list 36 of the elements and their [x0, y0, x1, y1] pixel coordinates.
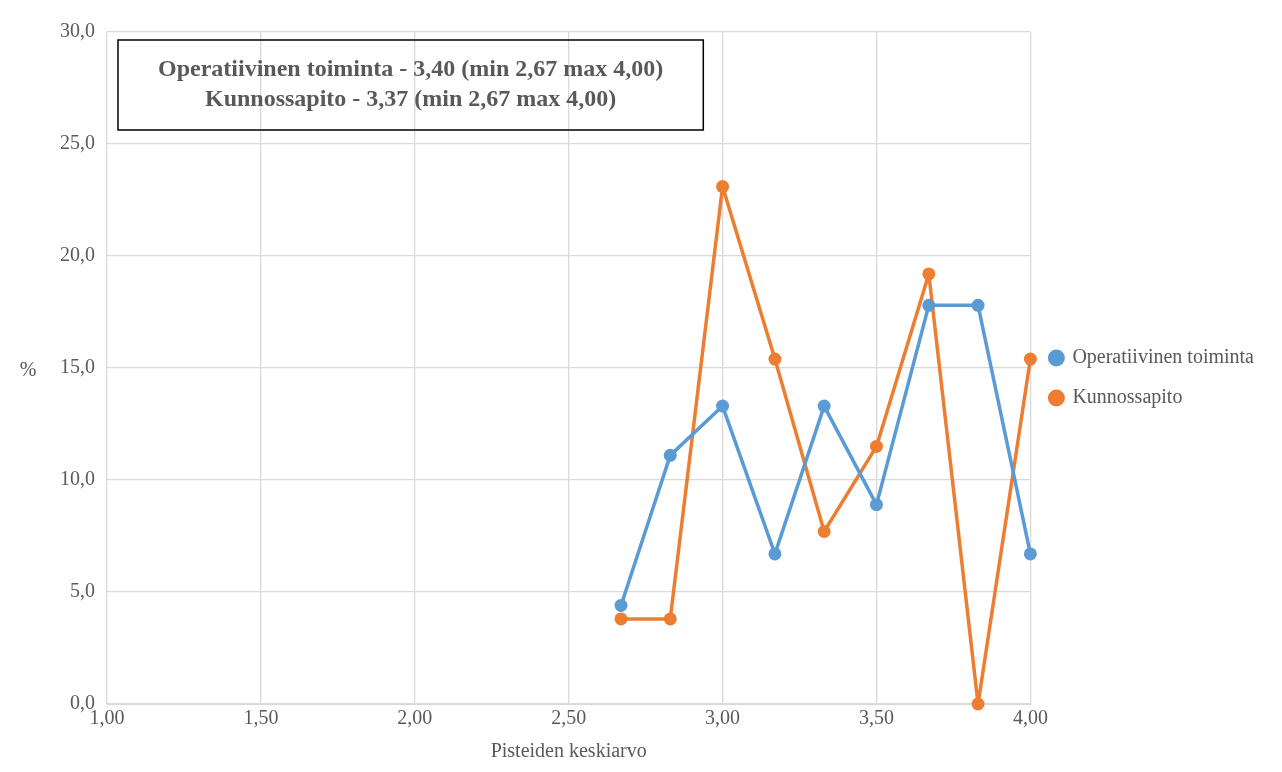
y-tick-label: 25,0: [60, 131, 95, 154]
annotation: Operatiivinen toiminta - 3,40 (min 2,67 max 4,00): [157, 55, 664, 82]
legend-label: Kunnossapito: [1072, 385, 1183, 409]
x-tick-label: 3,00: [705, 706, 741, 729]
x-tick-label: 2,50: [551, 706, 587, 729]
point: [1023, 352, 1037, 366]
point: [663, 448, 677, 462]
point: [614, 598, 628, 612]
x-tick-label: 2,00: [397, 706, 433, 729]
x-tick-label: 1,50: [243, 706, 279, 729]
y-tick-label: 15,0: [60, 355, 95, 378]
point: [614, 612, 628, 626]
point: [817, 399, 831, 413]
y-axis-title: %: [19, 358, 37, 381]
y-tick-label: 20,0: [60, 243, 95, 266]
point: [663, 612, 677, 626]
point: [971, 298, 985, 312]
legend-label: Operatiivinen toiminta: [1072, 345, 1255, 369]
y-tick-label: 10,0: [60, 467, 95, 490]
y-tick-label: 5,0: [70, 579, 95, 602]
point: [716, 399, 730, 413]
point: [869, 439, 883, 453]
point: [922, 267, 936, 281]
point: [971, 697, 985, 711]
point: [1023, 547, 1037, 561]
point: [768, 352, 782, 366]
point: [922, 298, 936, 312]
point: [768, 547, 782, 561]
point: [716, 180, 730, 194]
x-tick-label: 3,50: [858, 706, 894, 729]
y-tick-label: 30,0: [60, 19, 95, 42]
x-tick-label: 4,00: [1012, 706, 1048, 729]
annotation: Kunnossapito - 3,37 (min 2,67 max 4,00): [204, 85, 617, 112]
x-axis-title: Pisteiden keskiarvo: [490, 739, 647, 762]
point: [817, 525, 831, 539]
point: [869, 498, 883, 512]
